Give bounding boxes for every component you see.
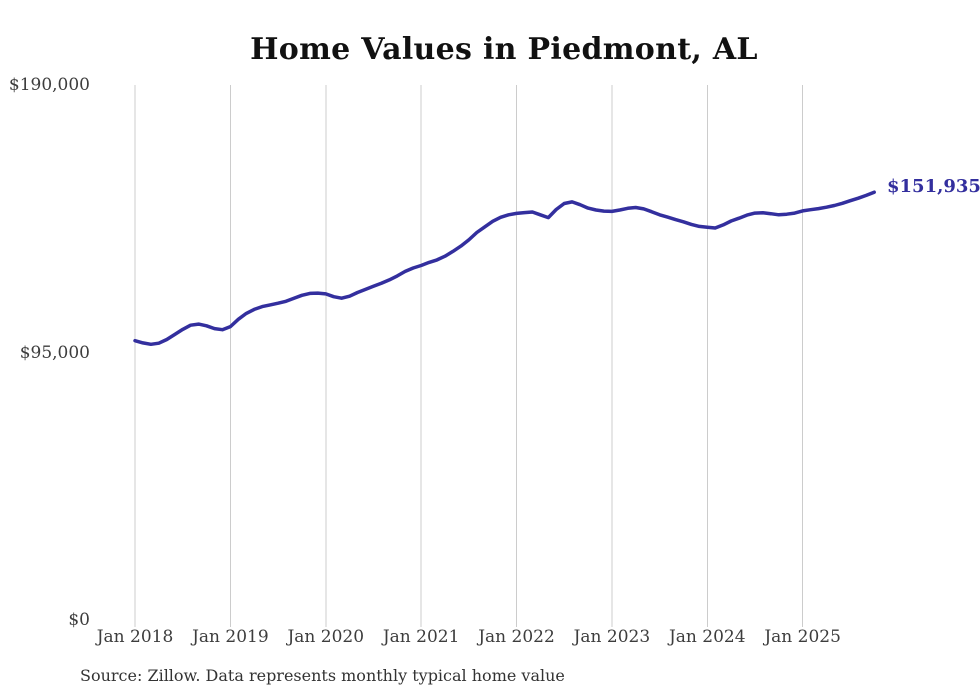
y-tick-label: $0 — [68, 610, 90, 630]
x-tick-label: Jan 2021 — [382, 627, 460, 647]
x-tick-label: Jan 2023 — [573, 627, 651, 647]
source-note: Source: Zillow. Data represents monthly … — [80, 666, 565, 685]
x-tick-label: Jan 2022 — [478, 627, 555, 647]
gridlines — [134, 85, 804, 627]
x-tick-label: Jan 2019 — [192, 627, 269, 647]
x-tick-label: Jan 2024 — [668, 627, 746, 647]
chart-title: Home Values in Piedmont, AL — [250, 32, 758, 67]
home-value-line — [133, 190, 876, 347]
x-tick-label: Jan 2018 — [96, 627, 174, 647]
x-tick-label: Jan 2025 — [764, 627, 841, 647]
y-tick-label: $95,000 — [19, 342, 90, 363]
x-tick-label: Jan 2020 — [287, 627, 365, 647]
current-value-label: $151,935 — [887, 176, 980, 197]
y-tick-label: $190,000 — [8, 75, 90, 95]
